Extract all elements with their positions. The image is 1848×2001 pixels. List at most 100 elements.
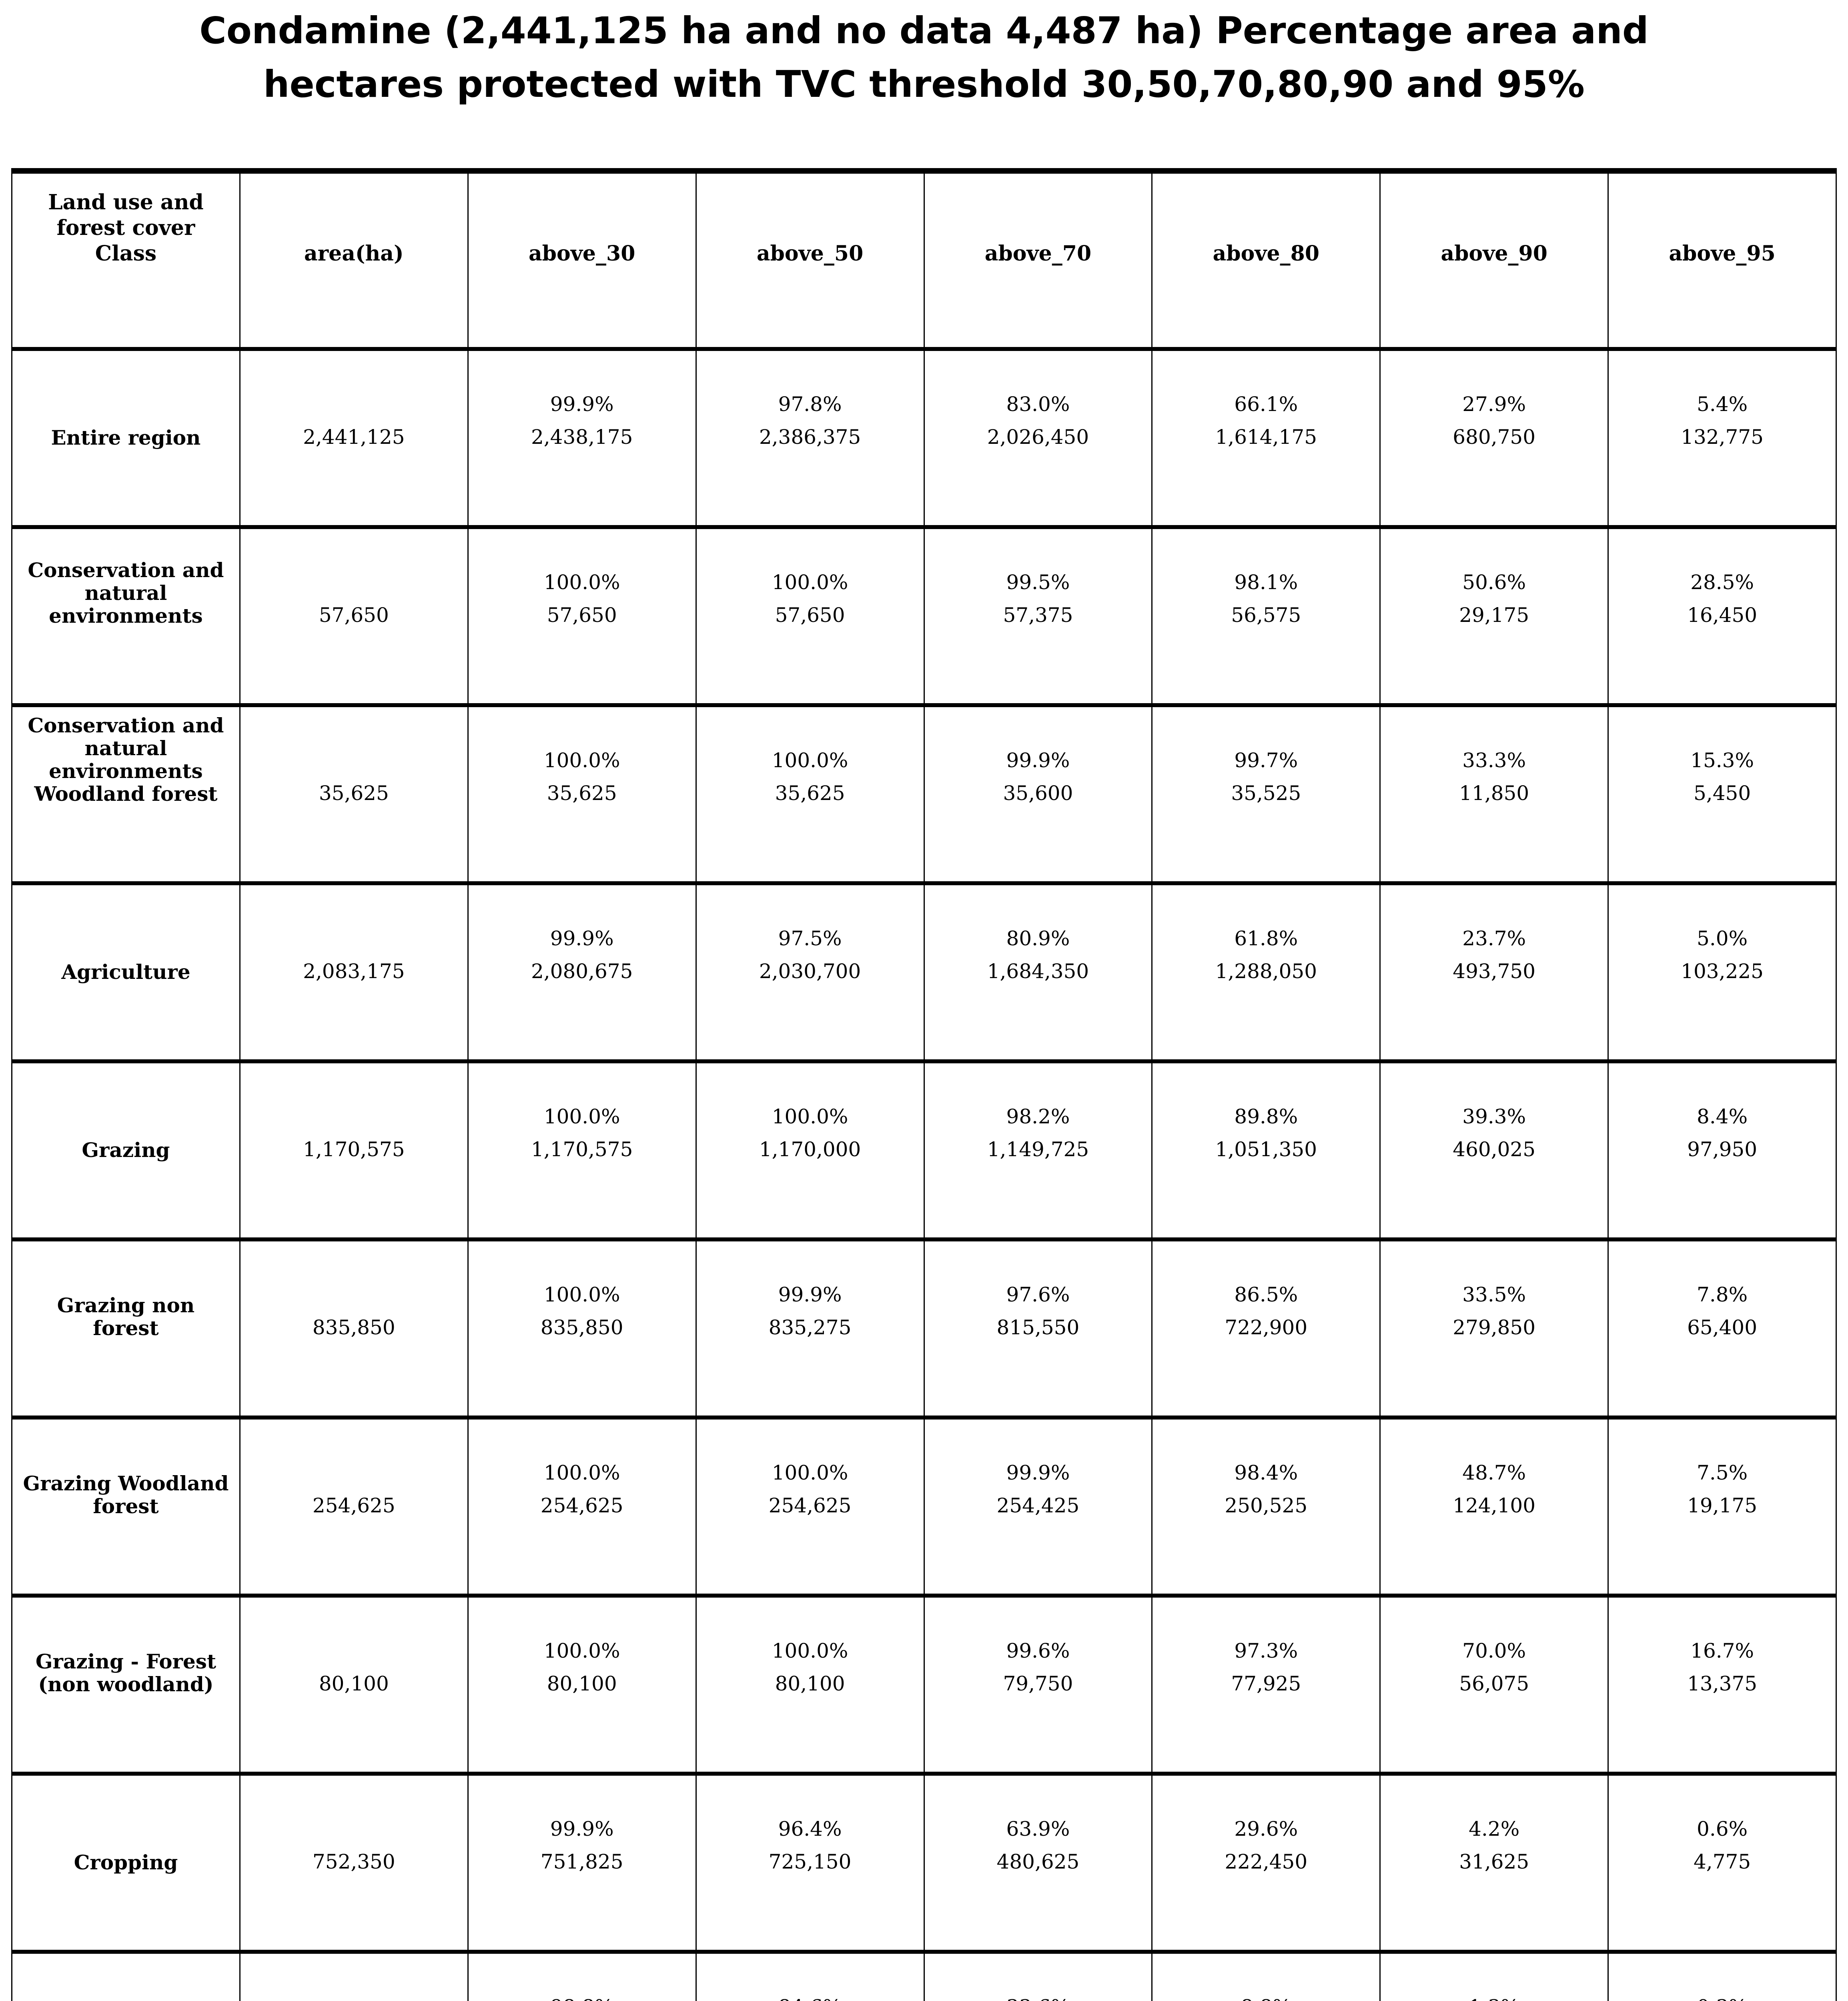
threshold-cell: 16.7% 13,375 [1607,1596,1836,1776]
percent-value: 98.2% [1006,1105,1070,1128]
percent-value: 5.4% [1697,393,1748,416]
hectares-value: 680,750 [1453,425,1536,449]
hectares-value: 1,051,350 [1215,1138,1317,1161]
hectares-value: 279,850 [1453,1316,1536,1339]
hectares-value: 65,400 [1687,1316,1758,1339]
percent-value: 100.0% [543,1105,620,1128]
table-row: Conservation and natural environments 57,65… [11,527,1836,707]
percent-value: 7.5% [1697,1461,1748,1484]
table-row: Entire region 2,441,125 99.9% 2,438,175 97.8… [11,349,1836,529]
title-line-1: Condamine (2,441,125 ha and no data 4,48… [199,9,1649,52]
hectares-value: 722,900 [1225,1316,1308,1339]
header-land-use-class: Land use and forest cover Class [11,171,240,351]
hectares-value: 1,684,350 [987,960,1089,983]
row-label-line: Grazing non [57,1293,195,1317]
column-header-label: above_70 [984,241,1092,266]
threshold-cell: 98.2% 1,149,725 [923,1061,1152,1241]
threshold-cell: 50.6% 29,175 [1379,527,1608,707]
header-above-95: above_95 [1607,171,1836,351]
percent-value: 97.5% [778,927,842,950]
hectares-value: 815,550 [996,1316,1080,1339]
header-above-50: above_50 [695,171,924,351]
threshold-cell: 99.9% 2,438,175 [467,349,696,529]
threshold-cell: 5.0% 103,225 [1607,883,1836,1063]
hectares-value: 2,080,675 [531,960,633,983]
hectares-value: 835,850 [540,1316,623,1339]
percent-value: 4.2% [1469,1817,1520,1841]
table-head: Land use and forest cover Class area(ha) abo… [11,171,1836,351]
hectares-value: 4,775 [1693,1850,1751,1873]
percent-value: 99.6% [1006,1639,1070,1662]
row-label-line: Grazing Woodland [23,1472,229,1495]
hectares-value: 835,275 [768,1316,852,1339]
table-row: Irrigation159,97598.8%158,00084.6%135,27… [11,1952,1836,2001]
threshold-cell: 66.1% 1,614,175 [1151,349,1380,529]
percent-value: 50.6% [1462,571,1526,594]
hectares-value: 480,625 [996,1850,1080,1873]
hectares-value: 250,525 [1225,1494,1308,1517]
row-label: Cropping [11,1774,240,1954]
percent-value: 7.8% [1697,1283,1748,1306]
column-header-label: above_95 [1669,241,1776,266]
percent-value: 97.8% [778,393,842,416]
hectares-value: 1,149,725 [987,1138,1089,1161]
threshold-cell: 100.0% 1,170,000 [695,1061,924,1241]
hectares-value: 751,825 [540,1850,623,1873]
threshold-cell: 0.3%475 [1607,1952,1836,2001]
threshold-cell: 100.0% 254,625 [467,1418,696,1598]
threshold-cell: 100.0% 57,650 [467,527,696,707]
hectares-value: 19,175 [1687,1494,1758,1517]
threshold-cell: 100.0% 835,850 [467,1239,696,1420]
hectares-value: 5,450 [1693,782,1751,805]
row-label: Irrigation [11,1952,240,2001]
area-cell: 35,625 [239,705,468,885]
hectares-value: 35,625 [775,782,845,805]
area-cell: 80,100 [239,1596,468,1776]
hectares-value: 35,525 [1231,782,1301,805]
table-row: Grazing non forest 835,850 100.0% 835,850 99.… [11,1239,1836,1420]
threshold-cell: 99.6% 79,750 [923,1596,1152,1776]
area-cell: 752,350 [239,1774,468,1954]
percent-value: 100.0% [543,1283,620,1306]
row-label: Grazing [11,1061,240,1241]
hectares-value: 1,170,575 [531,1138,633,1161]
row-label-line: (non woodland) [38,1672,214,1696]
threshold-cell: 4.2% 31,625 [1379,1774,1608,1954]
row-label-line: Cropping [74,1851,178,1874]
percent-value: 100.0% [543,1639,620,1662]
row-label-line: environments [49,604,203,628]
threshold-cell: 39.3% 460,025 [1379,1061,1608,1241]
percent-value: 97.6% [1006,1283,1070,1306]
threshold-cell: 99.9% 835,275 [695,1239,924,1420]
threshold-cell: 27.9% 680,750 [1379,349,1608,529]
row-label-line: Woodland forest [34,782,218,806]
threshold-cell: 33.3% 11,850 [1379,705,1608,885]
threshold-cell: 99.9% 751,825 [467,1774,696,1954]
percent-value: 99.9% [778,1283,842,1306]
threshold-cell: 23.7% 493,750 [1379,883,1608,1063]
title-line-2: hectares protected with TVC threshold 30… [263,63,1585,106]
area-cell: 2,083,175 [239,883,468,1063]
percent-value: 29.6% [1234,1817,1298,1841]
percent-value: 0.6% [1697,1817,1748,1841]
header-above-70: above_70 [923,171,1152,351]
hectares-value: 1,170,000 [759,1138,861,1161]
area-cell: 57,650 [239,527,468,707]
hectares-value: 254,425 [996,1494,1080,1517]
area-value: 835,850 [312,1316,395,1339]
percent-value: 99.9% [550,393,614,416]
table-row: Conservation and natural environments Woodl… [11,705,1836,885]
threshold-cell: 28.5% 16,450 [1607,527,1836,707]
percent-value: 33.3% [1462,749,1526,772]
percent-value: 28.5% [1690,571,1754,594]
percent-value: 100.0% [772,571,848,594]
row-label: Grazing Woodland forest [11,1418,240,1598]
threshold-cell: 98.8%158,000 [467,1952,696,2001]
threshold-cell: 99.7% 35,525 [1151,705,1380,885]
threshold-cell: 7.5% 19,175 [1607,1418,1836,1598]
threshold-cell: 98.4% 250,525 [1151,1418,1380,1598]
percent-value: 99.9% [550,927,614,950]
header-area-ha-: area(ha) [239,171,468,351]
threshold-cell: 86.5% 722,900 [1151,1239,1380,1420]
threshold-cell: 98.1% 56,575 [1151,527,1380,707]
